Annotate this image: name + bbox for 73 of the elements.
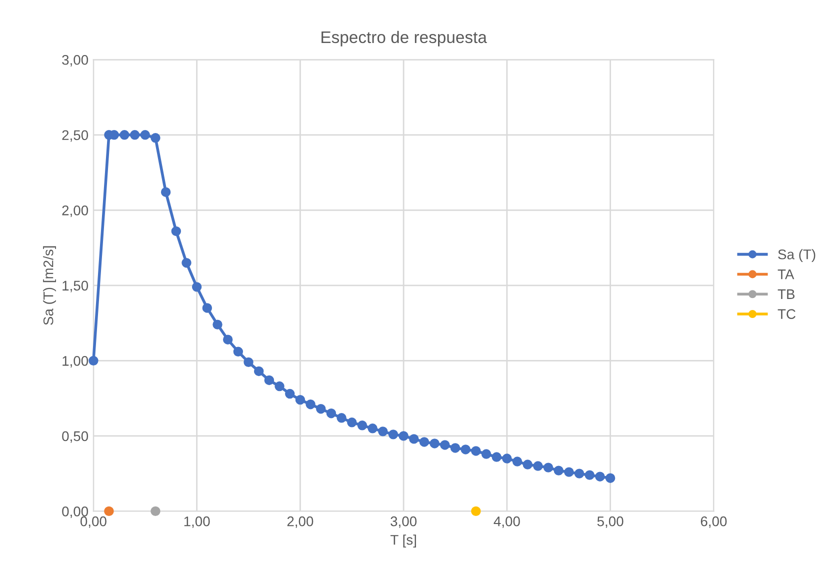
legend-label: Sa (T) xyxy=(778,249,816,262)
x-tick-label: 0,00 xyxy=(80,516,106,528)
x-axis-title: T [s] xyxy=(390,534,416,548)
point xyxy=(460,444,470,454)
chart-title: Espectro de respuesta xyxy=(322,30,487,46)
point xyxy=(554,466,564,476)
point xyxy=(336,413,346,423)
point xyxy=(595,472,605,482)
point xyxy=(471,506,481,516)
point xyxy=(368,424,378,434)
legend-label: TC xyxy=(778,309,796,319)
point xyxy=(440,440,450,450)
point xyxy=(212,320,222,330)
point xyxy=(150,506,160,516)
point xyxy=(502,454,512,464)
point xyxy=(430,438,440,448)
point xyxy=(533,461,543,471)
point xyxy=(398,431,408,441)
point xyxy=(388,430,398,440)
point xyxy=(543,462,554,472)
y-tick-label: 0,50 xyxy=(62,431,88,443)
y-tick-label: 2,00 xyxy=(62,205,88,217)
point xyxy=(306,399,316,410)
point xyxy=(357,420,368,430)
point xyxy=(192,282,202,292)
x-tick-label: 5,00 xyxy=(597,516,624,528)
y-tick-label: 1,00 xyxy=(62,356,88,368)
point xyxy=(419,437,430,447)
y-tick-label: 3,00 xyxy=(62,54,88,66)
y-tick-label: 0,00 xyxy=(62,506,88,518)
x-tick-label: 4,00 xyxy=(494,516,520,528)
legend-label: TB xyxy=(778,289,795,299)
point xyxy=(182,258,192,268)
point xyxy=(492,452,502,462)
point xyxy=(244,357,254,368)
y-tick-label: 1,50 xyxy=(62,280,88,292)
point xyxy=(120,130,130,140)
point xyxy=(254,366,264,376)
point xyxy=(471,446,481,456)
point xyxy=(512,456,522,466)
point xyxy=(450,443,460,453)
point xyxy=(574,468,584,478)
point xyxy=(150,133,160,143)
point xyxy=(130,130,140,140)
point xyxy=(409,434,419,444)
point xyxy=(202,303,212,313)
point xyxy=(171,226,182,236)
point xyxy=(326,408,336,418)
point xyxy=(88,356,98,366)
point xyxy=(222,334,233,344)
point xyxy=(274,381,284,392)
y-axis-title: Sa (T) [m2/s] xyxy=(43,246,56,325)
point xyxy=(104,506,114,516)
x-tick-label: 6,00 xyxy=(700,516,727,528)
x-tick-label: 3,00 xyxy=(390,516,417,528)
point xyxy=(285,388,295,399)
point xyxy=(140,130,150,140)
point xyxy=(564,467,574,477)
point xyxy=(584,470,595,480)
point xyxy=(295,394,306,405)
point xyxy=(316,404,326,414)
point xyxy=(233,346,244,357)
point xyxy=(481,449,492,459)
point xyxy=(347,418,357,428)
x-tick-label: 2,00 xyxy=(287,516,314,528)
y-tick-label: 2,50 xyxy=(62,130,88,142)
legend-label: TA xyxy=(778,270,794,280)
x-tick-label: 1,00 xyxy=(184,516,210,528)
point xyxy=(160,187,171,197)
point xyxy=(264,375,274,386)
point xyxy=(605,473,616,483)
point xyxy=(522,460,532,470)
point xyxy=(378,426,388,436)
